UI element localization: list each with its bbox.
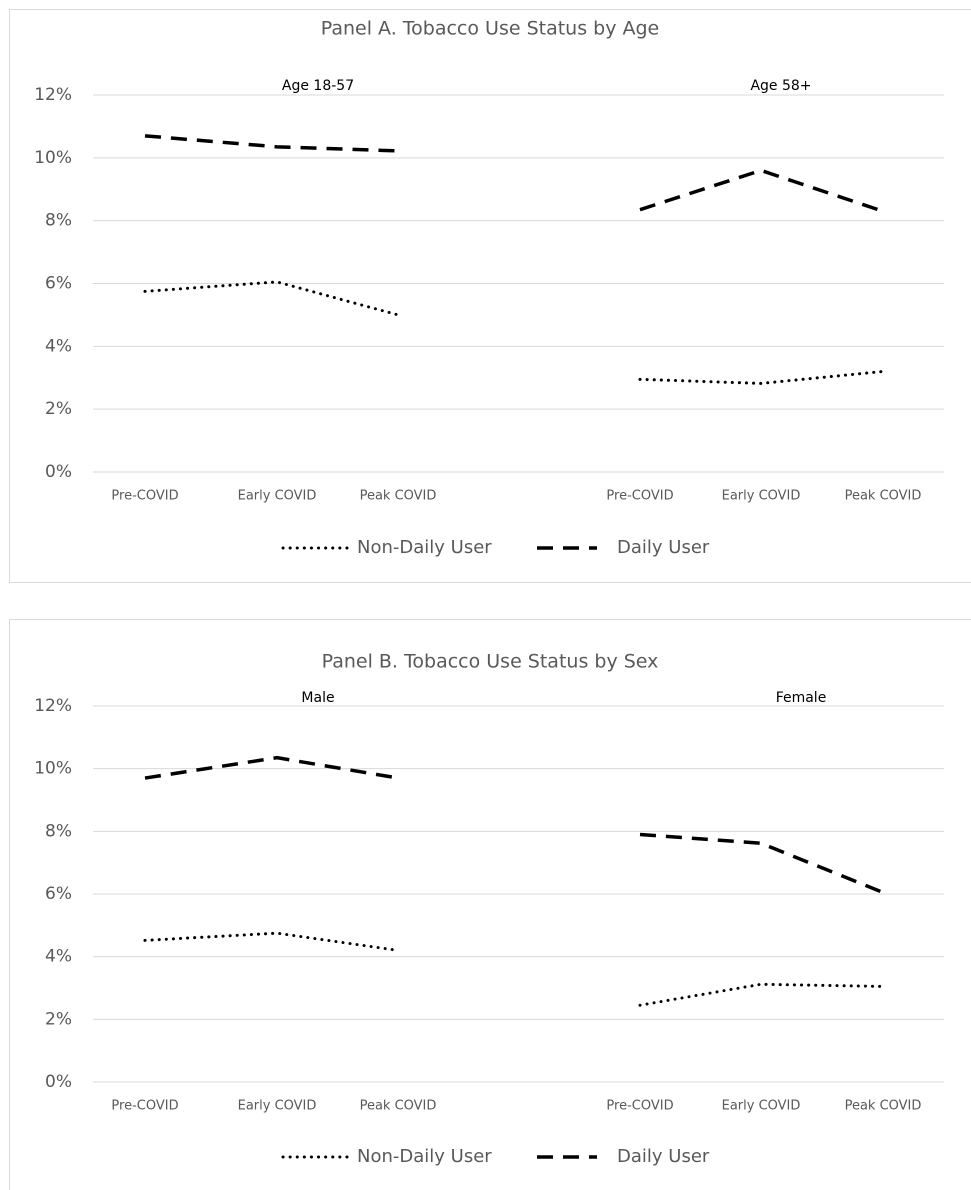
panel-a-xtick-label: Pre-COVID — [111, 489, 178, 504]
panel-b-xtick-label: Pre-COVID — [111, 1099, 178, 1114]
panel-b-series-line — [144, 755, 399, 780]
panel-a-legend-label: Daily User — [617, 537, 710, 558]
panel-b-ytick-label: 0% — [45, 1072, 72, 1092]
panel-b-xtick-label: Peak COVID — [360, 1099, 437, 1114]
panel-b-ytick-label: 2% — [45, 1009, 72, 1029]
panel-b-legend-label: Daily User — [617, 1146, 710, 1167]
panel-a-group-label: Age 58+ — [750, 78, 811, 94]
panel-b-group-label: Male — [301, 690, 334, 706]
panel-a-xtick-label: Peak COVID — [360, 489, 437, 504]
panel-b-ytick-label: 8% — [45, 821, 72, 841]
panel-a-ytick-label: 0% — [45, 462, 72, 482]
panel-b-xtick-label: Pre-COVID — [606, 1099, 673, 1114]
panel-a-frame — [9, 9, 971, 583]
panel-a-ytick-label: 4% — [45, 336, 72, 356]
panel-b-group-label: Female — [776, 690, 827, 706]
panel-a-xtick-label: Peak COVID — [845, 489, 922, 504]
panel-a-ytick-label: 6% — [45, 274, 72, 294]
panel-a-ytick-label: 12% — [34, 85, 72, 105]
panel-b-series-line — [143, 931, 400, 952]
panel-b-xtick-label: Early COVID — [722, 1099, 801, 1114]
panel-a-ytick-label: 8% — [45, 211, 72, 231]
panel-a-xtick-label: Early COVID — [722, 489, 801, 504]
panel-a-ytick-label: 2% — [45, 399, 72, 419]
panel-b-ytick-label: 4% — [45, 947, 72, 967]
panel-a-series-line — [144, 134, 399, 153]
panel-b-xtick-label: Early COVID — [238, 1099, 317, 1114]
panel-b-frame — [9, 619, 971, 1190]
panel-b-xtick-label: Peak COVID — [845, 1099, 922, 1114]
panel-a-series-line — [638, 369, 885, 385]
panel-b-ytick-label: 6% — [45, 884, 72, 904]
panel-b-ytick-label: 12% — [34, 696, 72, 716]
panel-a-group-label: Age 18-57 — [282, 78, 354, 94]
panel-a-title: Panel A. Tobacco Use Status by Age — [321, 18, 660, 40]
panel-a-series-line — [639, 168, 884, 213]
panel-b-series-line — [638, 982, 885, 1007]
panel-b-legend-label: Non-Daily User — [357, 1146, 492, 1167]
panel-b-title: Panel B. Tobacco Use Status by Sex — [322, 651, 659, 673]
panel-a-xtick-label: Early COVID — [238, 489, 317, 504]
panel-a-xtick-label: Pre-COVID — [606, 489, 673, 504]
panel-a-ytick-label: 10% — [34, 148, 72, 168]
panel-b-series-line — [639, 832, 884, 895]
panel-b-ytick-label: 10% — [34, 759, 72, 779]
panel-a-series-line — [143, 280, 400, 317]
panel-a-legend-label: Non-Daily User — [357, 537, 492, 558]
